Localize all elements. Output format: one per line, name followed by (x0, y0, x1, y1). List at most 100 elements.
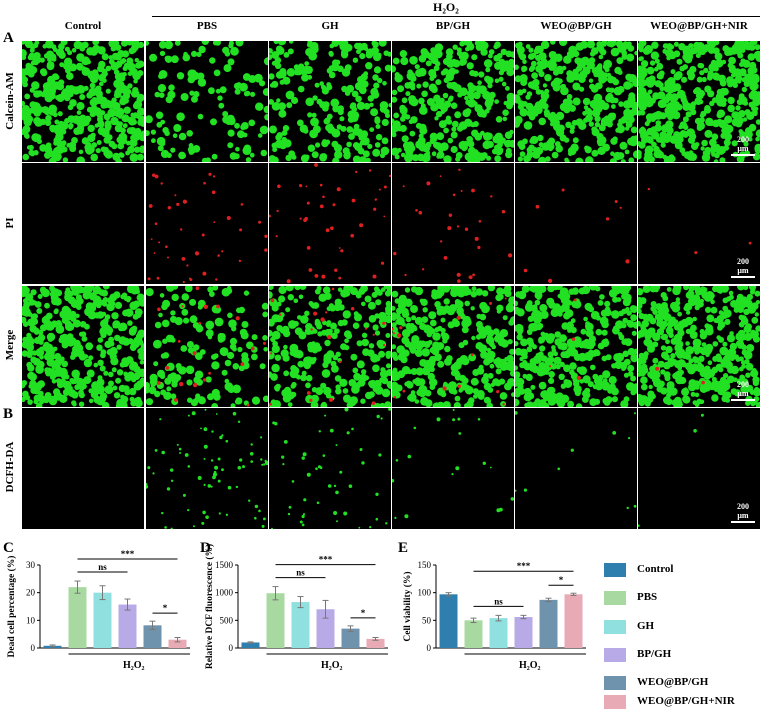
scale-bar: 200 μm (731, 257, 755, 278)
legend-swatch (604, 695, 626, 709)
scale-bar-label: 200 μm (737, 380, 749, 398)
legend-label: Control (637, 563, 674, 575)
micrograph-tile (146, 408, 268, 529)
row-label-calcein: Calcein-AM (4, 72, 16, 130)
scale-bar-line (731, 521, 755, 523)
micrograph-tile: 200 μm (638, 408, 760, 529)
bar (341, 628, 360, 648)
col-header-pbs: PBS (196, 20, 218, 32)
micrograph-image (269, 41, 391, 162)
micrograph-tile (22, 286, 144, 407)
scale-bar-label: 200 μm (737, 135, 749, 153)
micrograph-tile (515, 163, 637, 284)
micrograph-image (638, 41, 760, 162)
micrograph-image (269, 286, 391, 407)
micrograph-image (22, 41, 144, 162)
micrograph-tile (146, 41, 268, 162)
scale-bar-label: 200 μm (737, 502, 749, 520)
h2o2-group-line (152, 16, 760, 17)
micrograph-tile: 200 μm (638, 163, 760, 284)
y-axis-label: Dead cell percentage (%) (6, 556, 17, 658)
micrograph-image (515, 286, 637, 407)
row-label-dcfh: DCFH-DA (4, 441, 16, 493)
y-tick-label: 0 (229, 643, 234, 653)
scale-bar: 200 μm (731, 502, 755, 523)
micrograph-tile: 200 μm (638, 41, 760, 162)
micrograph-tile (392, 41, 514, 162)
legend-swatch (604, 620, 626, 634)
micrograph-tile (269, 286, 391, 407)
micrograph-image (515, 411, 637, 510)
micrograph-tile (269, 41, 391, 162)
micrograph-image (392, 41, 514, 162)
row-label-merge: Merge (4, 329, 16, 361)
x-axis-label: H₂O₂ (519, 660, 541, 671)
micrograph-image (271, 408, 391, 529)
h2o2-group-label: H₂O₂ (433, 0, 459, 14)
micrograph-image (515, 41, 637, 162)
panel-letter-d: D (200, 540, 211, 556)
bar (539, 599, 558, 648)
significance-label: * (361, 608, 366, 618)
bar (168, 639, 187, 648)
panel-letter-a: A (3, 30, 14, 46)
panel-letter-e: E (398, 540, 409, 556)
significance-label: * (559, 575, 564, 585)
col-header-bpgh: BP/GH (435, 20, 471, 32)
y-tick-label: 50 (422, 615, 432, 625)
bar (564, 594, 583, 648)
significance-label: ns (98, 562, 107, 572)
legend-swatch (604, 563, 626, 577)
micrograph-tile (392, 408, 514, 529)
micrograph-image (638, 286, 760, 407)
y-axis-label: Relative DCF fluorescence (%) (204, 544, 215, 669)
scale-bar: 200 μm (731, 135, 755, 156)
legend-label: WEO@BP/GH (637, 676, 709, 688)
bar (118, 604, 137, 648)
significance-label: ns (494, 596, 503, 606)
bar (93, 592, 112, 648)
micrograph-tile (22, 408, 144, 529)
y-tick-label: 500 (220, 615, 234, 625)
row-label-pi: PI (4, 217, 16, 229)
y-tick-label: 0 (31, 643, 36, 653)
micrograph-tile (392, 286, 514, 407)
scale-bar-line (731, 154, 755, 156)
col-header-control: Control (64, 20, 102, 32)
significance-label: *** (517, 561, 531, 571)
micrograph-tile (515, 41, 637, 162)
micrograph-tile (146, 163, 268, 284)
bar (291, 602, 310, 648)
x-axis-label: H₂O₂ (321, 660, 343, 671)
y-tick-label: 150 (418, 560, 432, 570)
bar (464, 620, 483, 648)
panel-letter-b: B (3, 406, 14, 422)
micrograph-tile (515, 286, 637, 407)
legend-swatch (604, 648, 626, 662)
micrograph-tile (269, 408, 391, 529)
micrograph-image (146, 408, 268, 529)
y-tick-label: 100 (418, 588, 432, 598)
micrograph-image (22, 408, 144, 529)
scale-bar-line (731, 276, 755, 278)
micrograph-image (146, 286, 268, 407)
legend-label: BP/GH (637, 648, 672, 660)
y-tick-label: 20 (26, 588, 36, 598)
micrograph-image (22, 286, 144, 407)
y-axis-label: Cell viability (%) (402, 571, 413, 641)
significance-label: * (163, 603, 168, 613)
significance-label: *** (121, 549, 135, 559)
bar (241, 642, 260, 648)
x-axis-label: H₂O₂ (123, 660, 145, 671)
micrograph-image (647, 187, 752, 255)
col-header-weo-bpgh-nir: WEO@BP/GH+NIR (650, 20, 748, 32)
y-tick-label: 1000 (215, 588, 234, 598)
y-tick-label: 30 (26, 560, 36, 570)
micrograph-image (393, 168, 513, 283)
bar (68, 587, 87, 648)
micrograph-image (146, 41, 268, 162)
micrograph-image (523, 188, 630, 283)
legend-swatch (604, 591, 626, 605)
micrograph-image (22, 163, 144, 284)
